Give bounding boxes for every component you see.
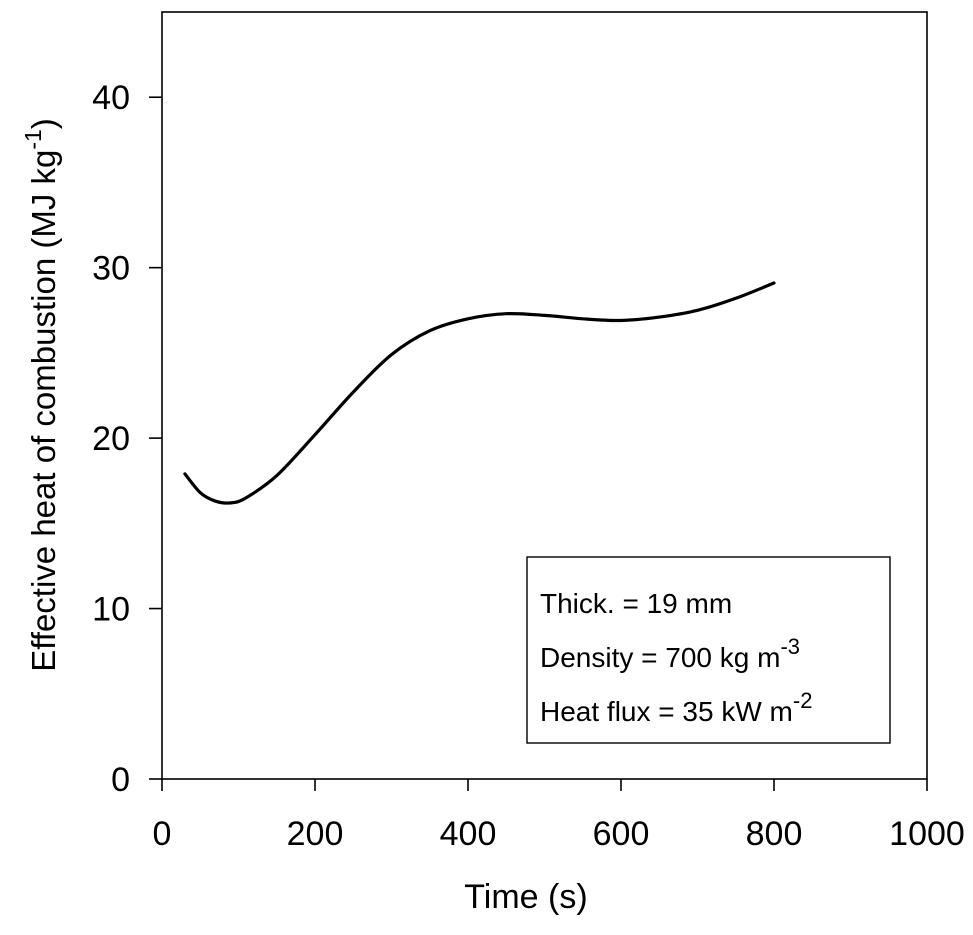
axis-label-group: Time (s) Effective heat of combustion (MJ…: [20, 118, 588, 916]
y-tick-label: 0: [111, 761, 130, 799]
plot-frame-group: [161, 11, 928, 780]
y-axis-label-text: Effective heat of combustion (MJ kg: [25, 150, 62, 672]
x-tick-label: 400: [440, 815, 497, 853]
annotation-line-superscript: -2: [793, 688, 813, 713]
annotation-line: Density = 700 kg m-3: [540, 634, 800, 673]
y-tick-label: 10: [92, 591, 130, 629]
y-axis-label-superscript: -1: [20, 129, 46, 149]
annotation-line-superscript: -3: [780, 634, 800, 659]
annotation-line: Heat flux = 35 kW m-2: [540, 688, 812, 727]
annotation-box: [526, 556, 891, 744]
x-tick-label: 600: [593, 815, 650, 853]
x-axis-label: Time (s): [464, 878, 587, 916]
x-tick-label: 1000: [889, 815, 965, 853]
annotation-line-text: Heat flux = 35 kW m: [540, 696, 793, 727]
y-tick-label: 30: [92, 250, 130, 288]
annotation-group: Thick. = 19 mm Density = 700 kg m-3 Heat f…: [526, 556, 891, 744]
annotation-line-text: Density = 700 kg m: [540, 642, 780, 673]
x-tick-label: 200: [287, 815, 344, 853]
series-group: [183, 281, 776, 505]
annotation-line-text: Thick. = 19 mm: [540, 588, 732, 619]
y-tick-label: 40: [92, 79, 130, 117]
series-line: [183, 281, 776, 505]
plot-frame: [161, 11, 928, 780]
tick-group: 0 200 400 600 800 1000 0 10 20 30 40: [92, 79, 965, 853]
y-tick-label: 20: [92, 420, 130, 458]
x-tick-label: 0: [153, 815, 172, 853]
y-axis-label-close: ): [25, 118, 62, 129]
annotation-line: Thick. = 19 mm: [540, 588, 732, 619]
x-tick-label: 800: [746, 815, 803, 853]
y-axis-label: Effective heat of combustion (MJ kg-1): [20, 118, 62, 672]
